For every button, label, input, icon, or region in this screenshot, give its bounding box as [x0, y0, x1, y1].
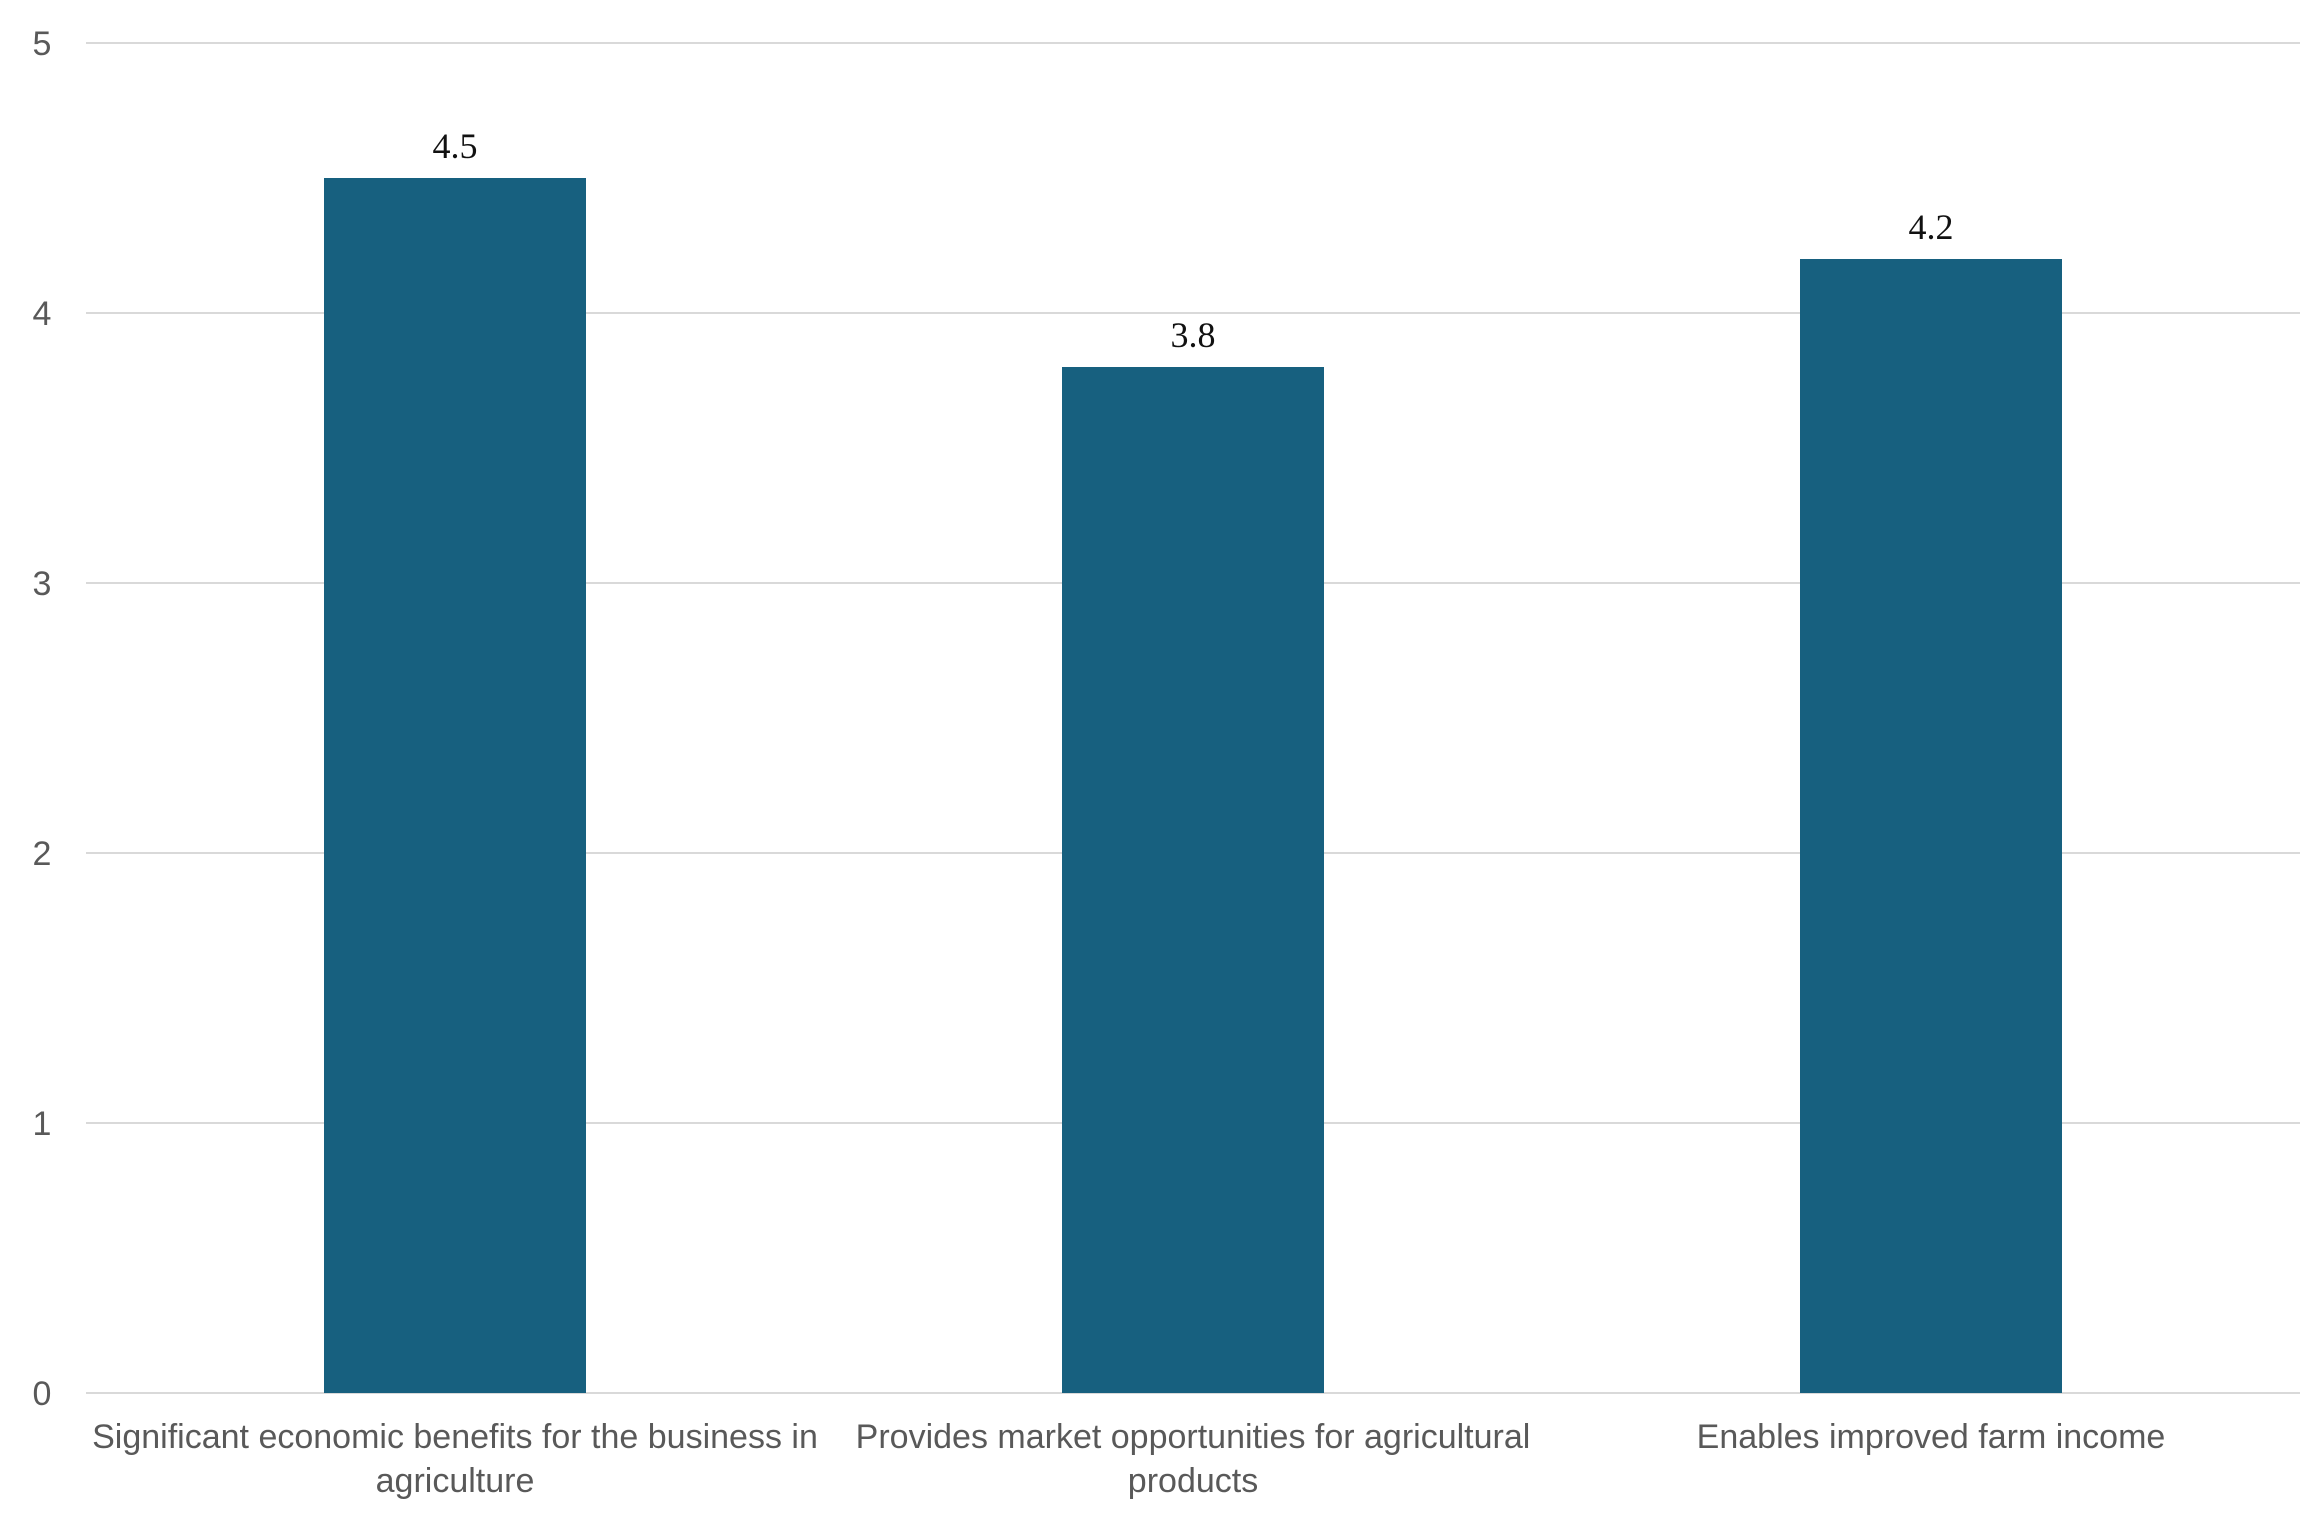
- x-category-label-line: Enables improved farm income: [1697, 1418, 2166, 1456]
- y-tick-label: 3: [33, 565, 52, 603]
- y-tick-label: 1: [33, 1105, 52, 1143]
- bar: [1062, 367, 1324, 1393]
- data-label: 4.2: [1909, 207, 1954, 247]
- bar: [324, 178, 586, 1393]
- x-category-label-line: agriculture: [376, 1462, 535, 1500]
- data-label: 3.8: [1171, 315, 1216, 355]
- x-axis-categories: Significant economic benefits for the bu…: [92, 1418, 2165, 1500]
- y-tick-label: 0: [33, 1375, 52, 1413]
- y-axis-ticks: 0 1 2 3 4 5: [33, 25, 52, 1413]
- bars: [324, 178, 2062, 1393]
- y-tick-label: 5: [33, 25, 52, 63]
- x-category-label-line: products: [1128, 1462, 1258, 1500]
- x-category-label: Enables improved farm income: [1697, 1418, 2166, 1456]
- x-category-label: Provides market opportunities for agricu…: [856, 1418, 1531, 1500]
- data-label: 4.5: [433, 126, 478, 166]
- x-category-label: Significant economic benefits for the bu…: [92, 1418, 818, 1500]
- x-category-label-line: Significant economic benefits for the bu…: [92, 1418, 818, 1456]
- y-tick-label: 4: [33, 295, 52, 333]
- bar: [1800, 259, 2062, 1393]
- data-labels: 4.5 3.8 4.2: [433, 126, 1954, 355]
- y-tick-label: 2: [33, 835, 52, 873]
- x-category-label-line: Provides market opportunities for agricu…: [856, 1418, 1531, 1456]
